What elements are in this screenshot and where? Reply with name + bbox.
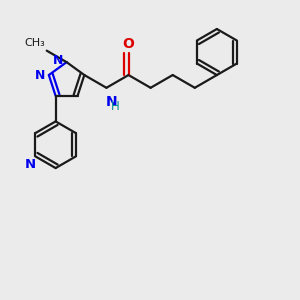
Text: O: O <box>123 37 134 51</box>
Text: N: N <box>106 94 118 109</box>
Text: N: N <box>35 68 46 82</box>
Text: N: N <box>25 158 36 171</box>
Text: H: H <box>111 100 119 112</box>
Text: CH₃: CH₃ <box>24 38 45 49</box>
Text: N: N <box>52 54 63 67</box>
